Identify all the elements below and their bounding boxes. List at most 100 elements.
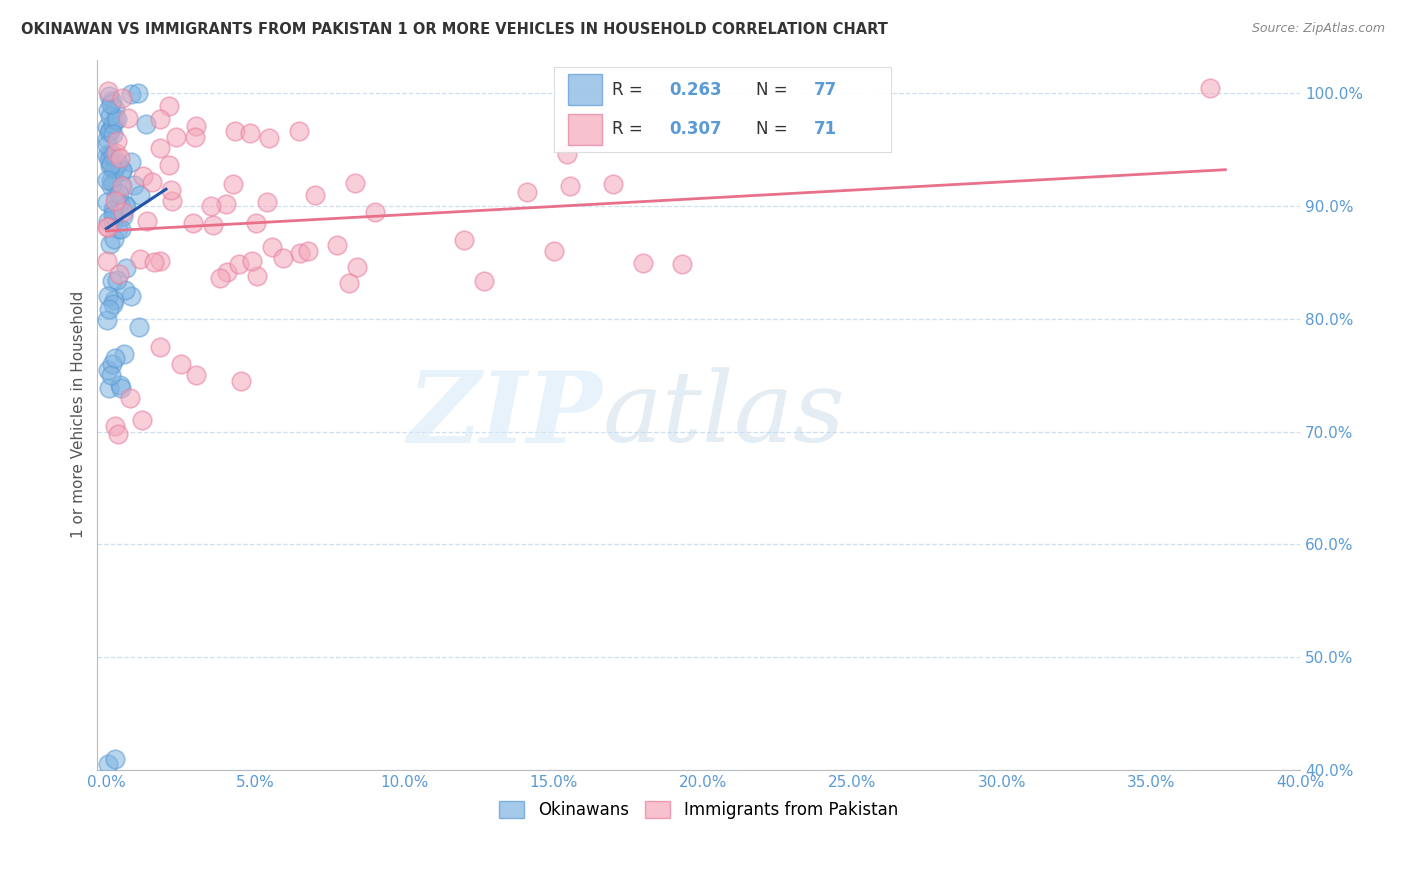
Point (97, 103, 120, 117)
Y-axis label: 1 or more Vehicles in Household: 1 or more Vehicles in Household (72, 291, 86, 539)
Point (101, 176, 124, 190)
Point (96, 313, 118, 327)
Point (240, 253, 263, 268)
Point (101, 357, 124, 371)
Point (120, 155, 142, 169)
Point (142, 255, 165, 269)
Point (101, 208, 124, 222)
Point (228, 256, 250, 270)
Point (184, 130, 207, 145)
Point (97, 381, 120, 395)
Point (103, 163, 125, 178)
Point (1199, 80, 1222, 95)
Point (96, 219, 118, 234)
Point (111, 179, 134, 194)
Point (120, 391, 142, 405)
Point (108, 377, 131, 392)
Point (108, 267, 131, 281)
Point (602, 177, 624, 191)
Point (108, 196, 131, 211)
Point (516, 185, 538, 199)
Point (256, 195, 278, 210)
Point (103, 162, 125, 177)
Point (633, 255, 655, 269)
Point (98, 301, 121, 316)
Point (120, 288, 142, 302)
Point (114, 283, 136, 297)
Point (97, 214, 120, 228)
Point (96, 120, 118, 135)
Point (100, 157, 122, 171)
Point (110, 381, 132, 395)
Point (105, 273, 128, 287)
Text: atlas: atlas (603, 368, 845, 462)
Point (100, 96, 122, 111)
Point (103, 232, 125, 246)
Point (136, 213, 159, 227)
Point (120, 87, 142, 101)
Point (132, 169, 155, 184)
Point (337, 276, 360, 290)
Point (98, 110, 121, 124)
Point (128, 319, 150, 334)
Point (104, 351, 127, 366)
Point (200, 199, 222, 213)
Point (201, 219, 224, 233)
Point (157, 158, 180, 172)
Point (149, 340, 172, 354)
Point (162, 194, 184, 208)
Point (104, 188, 127, 202)
Point (103, 202, 125, 217)
Point (110, 178, 132, 193)
Point (97, 126, 120, 140)
Point (97, 219, 120, 234)
Point (98, 123, 121, 137)
Point (184, 119, 207, 133)
Point (271, 251, 294, 265)
Point (122, 178, 145, 193)
Point (100, 273, 122, 287)
Point (107, 112, 129, 126)
Point (108, 151, 131, 165)
Point (217, 265, 239, 279)
Point (96, 138, 118, 153)
Point (208, 271, 231, 285)
Point (141, 175, 163, 189)
Point (149, 141, 172, 155)
Point (181, 216, 204, 230)
Point (110, 163, 132, 178)
Point (260, 240, 283, 254)
Point (131, 413, 153, 427)
Point (101, 214, 124, 228)
Point (100, 121, 122, 136)
Point (104, 419, 127, 434)
Point (101, 127, 124, 141)
Point (96, 148, 118, 162)
Point (117, 111, 139, 125)
Point (112, 209, 135, 223)
Point (543, 244, 565, 259)
Point (453, 233, 475, 247)
Point (170, 357, 193, 371)
Point (149, 254, 172, 268)
Point (555, 146, 578, 161)
Point (103, 293, 125, 308)
Point (135, 117, 157, 131)
Point (103, 161, 125, 176)
Point (104, 194, 127, 208)
Point (257, 130, 280, 145)
Point (111, 204, 134, 219)
Point (101, 94, 124, 108)
Point (297, 244, 319, 258)
Point (325, 238, 347, 252)
Point (111, 163, 134, 178)
Point (98, 88, 121, 103)
Point (115, 260, 138, 275)
Point (129, 252, 152, 267)
Point (101, 148, 124, 162)
Point (671, 257, 693, 271)
Point (245, 216, 267, 230)
Point (97, 153, 120, 168)
Point (224, 124, 246, 138)
Point (287, 123, 309, 137)
